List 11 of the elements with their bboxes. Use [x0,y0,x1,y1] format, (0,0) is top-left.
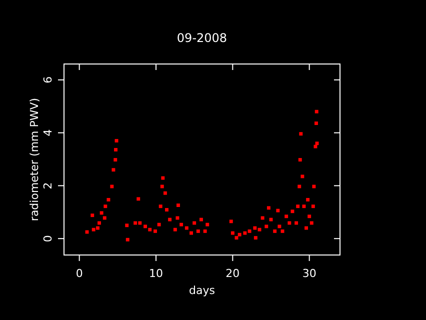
y-tick-label: 6 [42,76,55,84]
y-tick-label: 2 [42,182,55,190]
y-tick-label: 4 [42,129,55,136]
y-tick-label: 0 [42,235,55,242]
chart-title: 09-2008 [176,31,228,45]
y-axis-title: radiometer (mm PWV) [28,98,41,222]
x-tick-label: 30 [302,266,316,280]
x-tick-label: 20 [226,266,240,280]
x-tick-label: 10 [149,266,163,280]
x-tick-label: 0 [76,266,83,280]
x-axis-title: days [189,284,216,297]
